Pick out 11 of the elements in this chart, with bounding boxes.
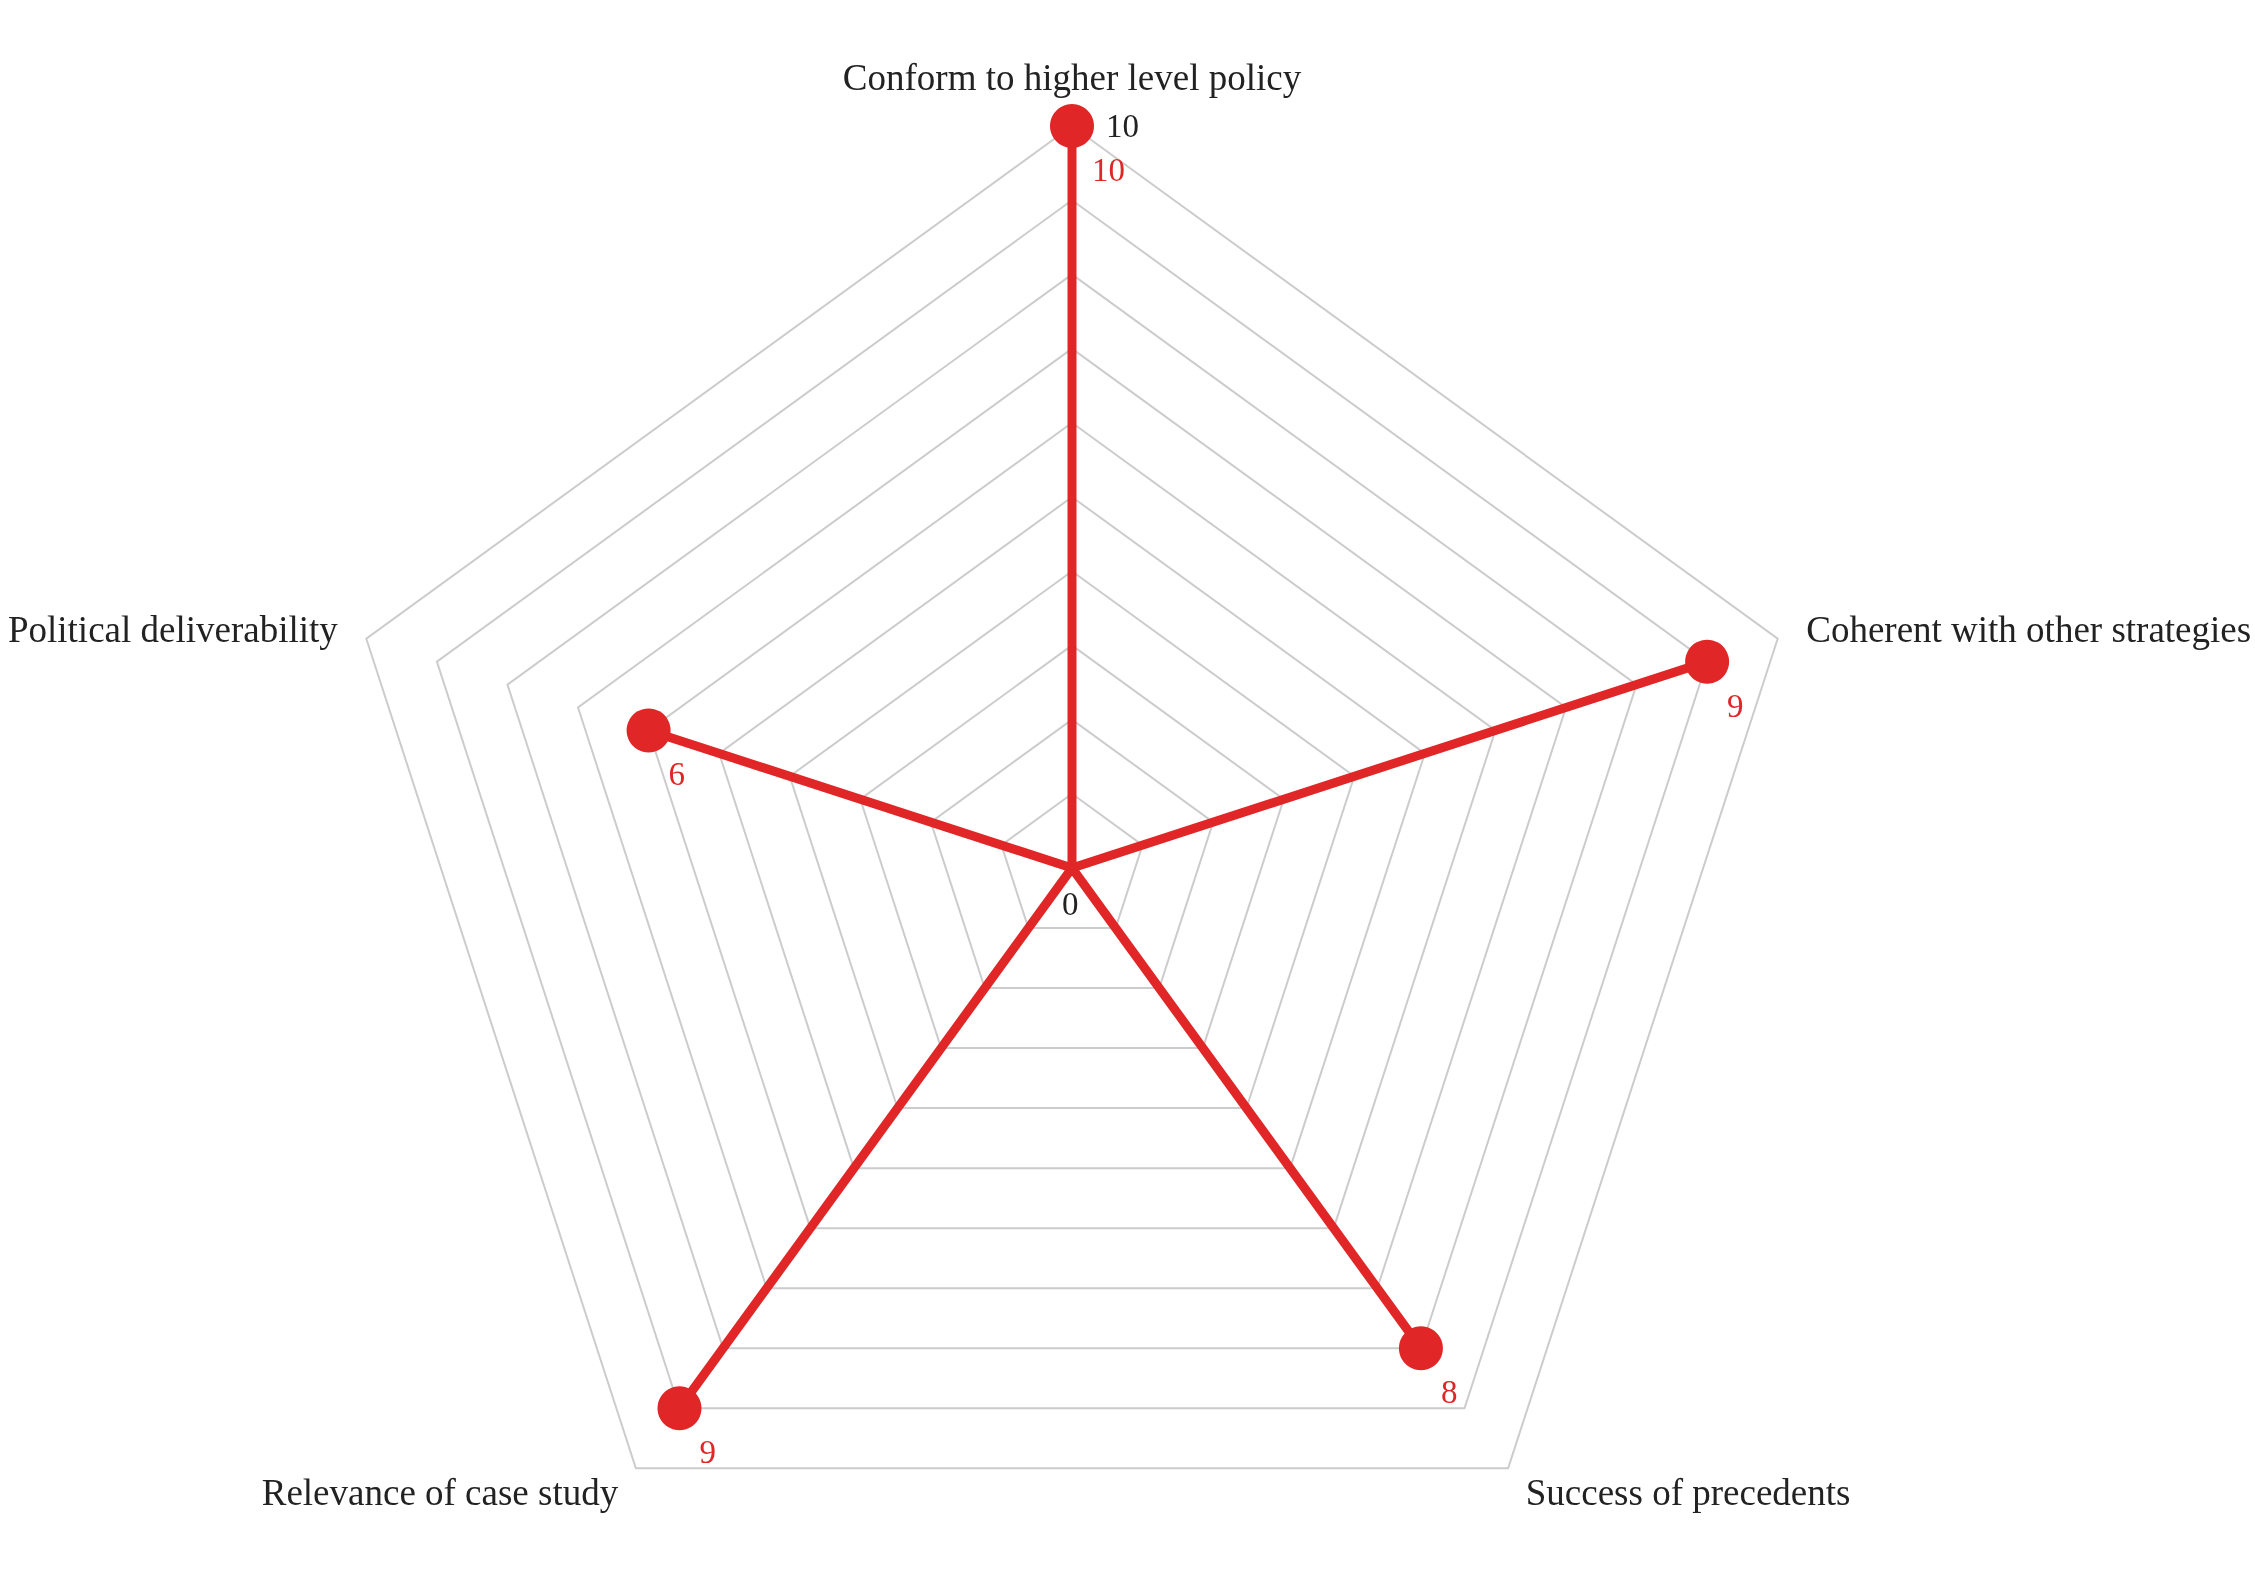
spoke-label: Conform to higher level policy	[842, 57, 1302, 98]
spoke-label: Political deliverability	[7, 608, 339, 650]
data-label: 9	[699, 1434, 716, 1471]
data-label: 10	[1092, 152, 1125, 188]
data-label: 9	[1727, 687, 1744, 724]
spoke-label: Coherent with other strategies	[1806, 608, 2252, 650]
data-label: 8	[1440, 1374, 1458, 1411]
y-tick-label: 0	[1062, 886, 1079, 922]
spoke-label: Relevance of case study	[261, 1472, 619, 1514]
spoke-label: Success of precedents	[1525, 1472, 1851, 1514]
data-label: 6	[668, 756, 686, 793]
